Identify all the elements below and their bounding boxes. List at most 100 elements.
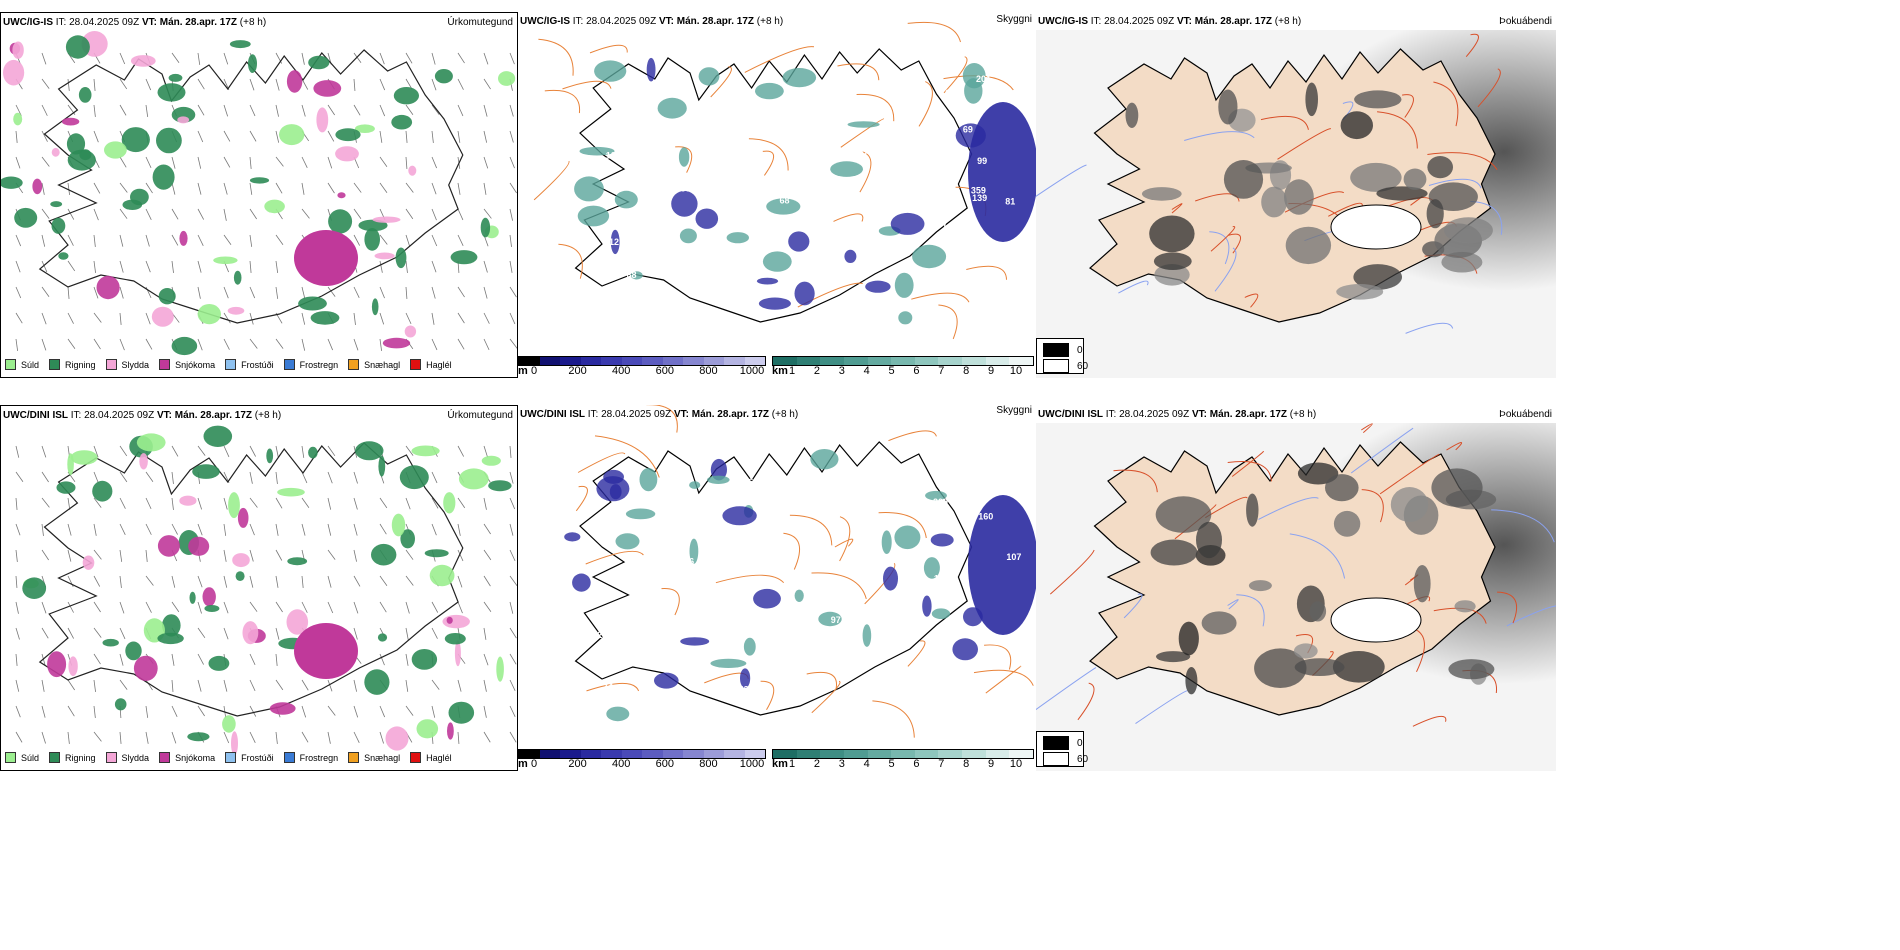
scale-step	[601, 750, 622, 758]
precip-legend-item: Frostúði	[225, 359, 274, 370]
cloud-area	[968, 102, 1036, 242]
wind-barb	[119, 78, 128, 90]
fog-area	[1454, 600, 1476, 613]
legend-label: Frostúði	[241, 359, 274, 370]
cloud-scale-m-unit-row1: m	[518, 758, 528, 770]
road	[646, 405, 678, 433]
fog-area	[1285, 226, 1332, 265]
wind-barb	[223, 549, 227, 562]
precip-area	[51, 147, 60, 157]
road	[1113, 469, 1158, 493]
road	[544, 89, 580, 114]
scale-tick: 600	[655, 365, 674, 377]
fog-area	[1444, 217, 1493, 244]
wind-barb	[379, 575, 388, 587]
fog-area	[1196, 521, 1222, 559]
precip-area	[400, 529, 416, 549]
wind-barb	[249, 182, 253, 195]
wind-barb	[15, 260, 21, 273]
header-row1-precip: UWC/DINI ISL IT: 28.04.2025 09Z VT: Mán.…	[3, 410, 282, 421]
wind-barb	[327, 182, 335, 194]
precip-area	[481, 455, 501, 466]
scale-tick: 5	[888, 758, 895, 770]
wind-barb	[197, 523, 203, 536]
wind-barb	[93, 312, 102, 323]
wind-barb	[327, 471, 333, 484]
scale-step	[796, 357, 821, 365]
river	[1184, 131, 1255, 141]
precip-area	[179, 230, 188, 246]
wind-barb	[405, 182, 414, 193]
wind-barb	[249, 575, 254, 588]
cloud-area	[794, 589, 804, 602]
wind-barb	[353, 234, 360, 246]
wind-barb	[249, 104, 256, 117]
cloud-base-label: 52	[634, 671, 644, 681]
scale-tick: 400	[612, 365, 631, 377]
scale-step	[683, 750, 704, 758]
wind-barb	[327, 497, 332, 510]
road	[1077, 682, 1095, 721]
cloud-area	[610, 229, 620, 255]
wind-barb	[249, 653, 256, 666]
precip-area	[96, 275, 120, 300]
road	[744, 46, 815, 73]
header-row0-cloud: UWC/IG-IS IT: 28.04.2025 09Z VT: Mán. 28…	[520, 16, 784, 27]
legend-label: Snæhagl	[364, 359, 401, 370]
precip-legend-item: Slydda	[105, 752, 149, 763]
wind-barb	[93, 130, 99, 143]
cloud-base-label: 153	[676, 184, 691, 194]
wind-barb	[509, 234, 512, 247]
wind-barb	[509, 312, 516, 325]
wind-barb	[431, 286, 436, 299]
legend-label: Slydda	[121, 359, 150, 370]
cloud-base-label: 143	[734, 685, 749, 695]
precip-area	[313, 80, 342, 97]
scale-step	[560, 357, 581, 365]
wind-barb	[509, 523, 514, 536]
cloud-base-label: 121	[609, 237, 624, 247]
road	[762, 150, 775, 176]
wind-barb	[249, 731, 256, 743]
road	[533, 160, 570, 201]
cloud-area	[890, 212, 925, 235]
precip-legend-item: Súld	[5, 752, 39, 763]
wind-barb	[275, 497, 283, 509]
wind-barb	[119, 445, 128, 457]
cloud-base-label: 107	[1006, 552, 1021, 562]
cloud-base-label: 66	[882, 250, 892, 260]
river	[1036, 164, 1087, 197]
wind-barb	[171, 260, 174, 273]
wind-barb	[119, 731, 122, 744]
wind-barb	[301, 523, 306, 536]
precip-area	[298, 296, 327, 311]
precip-area	[156, 127, 182, 154]
cloud-area	[615, 533, 640, 550]
cloud-area	[646, 57, 656, 82]
wind-barb	[483, 312, 490, 324]
wind-barb	[41, 182, 45, 195]
wind-barb	[483, 338, 490, 351]
cloud-area	[881, 530, 892, 554]
wind-barb	[41, 731, 46, 744]
wind-barb	[197, 156, 202, 169]
precip-area	[222, 715, 236, 733]
wind-barb	[405, 601, 410, 614]
road	[760, 680, 775, 711]
cloud-area	[740, 668, 751, 688]
precip-area	[136, 433, 166, 452]
wind-barb	[483, 575, 491, 587]
precip-area	[378, 455, 386, 477]
wind-barb	[431, 156, 438, 169]
wind-barb	[171, 523, 178, 535]
wind-barb	[509, 471, 514, 484]
legend-label: Snjókoma	[175, 752, 216, 763]
cloud-area	[574, 176, 604, 202]
cloud-area	[830, 161, 863, 177]
wind-barb	[93, 208, 99, 221]
fog-area	[1403, 168, 1427, 190]
wind-barb	[145, 338, 153, 350]
wind-barb	[41, 130, 48, 142]
scale-tick: 4	[863, 758, 870, 770]
precip-area	[408, 165, 417, 176]
